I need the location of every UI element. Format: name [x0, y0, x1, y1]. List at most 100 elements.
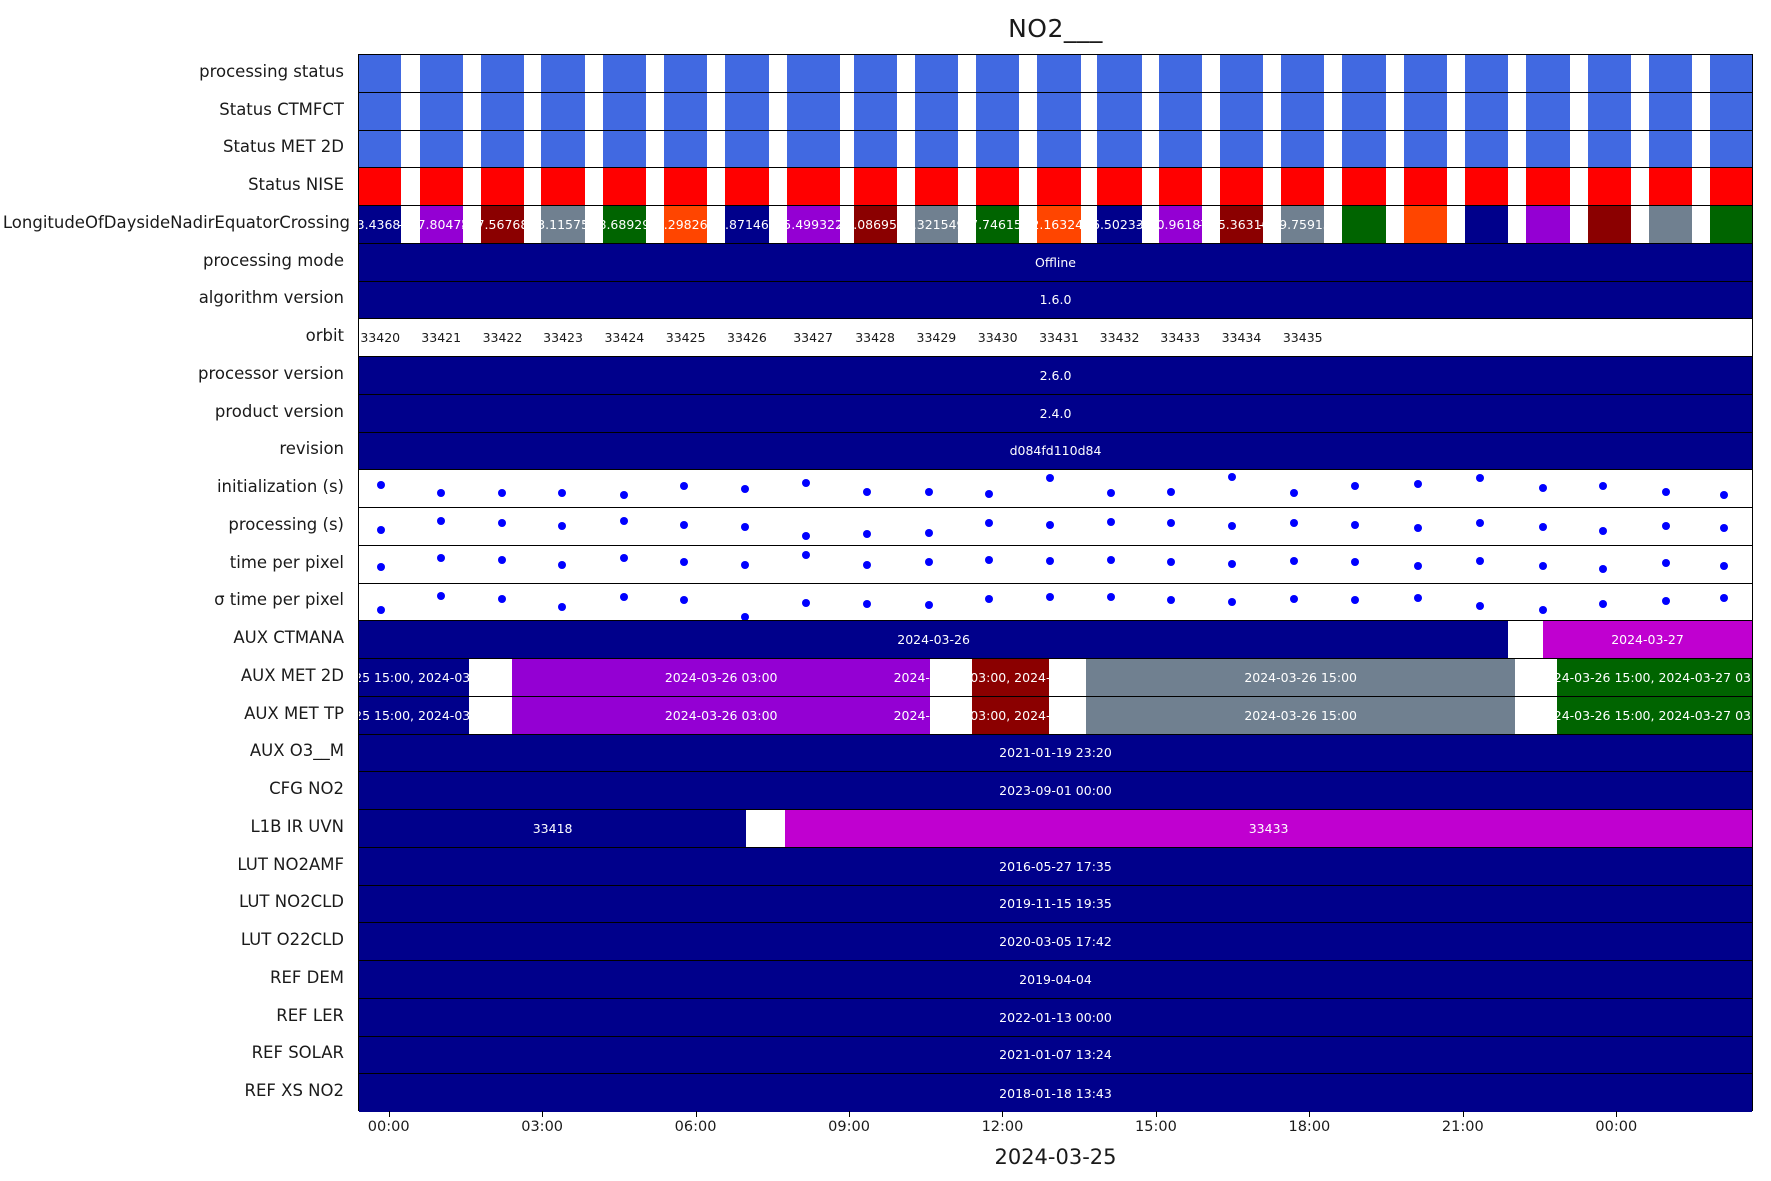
- row-aux-met-2d-label: AUX MET 2D: [240, 665, 344, 685]
- data-point: [1350, 481, 1359, 490]
- row-longitude-dayside-nadir-equator-crossing-segment-text: -125.3631005: [1197, 216, 1286, 232]
- data-point: [679, 596, 688, 605]
- row-ref-dem: 2019-04-04: [359, 961, 1752, 999]
- row-aux-met-2d: 2024-03-25 15:00, 2024-03-26 03:00 2024-0…: [359, 659, 1752, 697]
- data-point: [1045, 520, 1054, 529]
- row-ref-solar-segment: 2021-01-07 13:24: [359, 1036, 1752, 1074]
- row-processing-status-segment: [1587, 55, 1631, 92]
- row-aux-met-tp-segment-text: 2024-03-25 15:00, 2024-03-26 03:00: [359, 707, 531, 723]
- row-longitude-dayside-nadir-equator-crossing-segment: -149.7591577: [1259, 206, 1347, 243]
- row-ref-ler-segment-text: 2022-01-13 00:00: [999, 1009, 1112, 1025]
- row-longitude-dayside-nadir-equator-crossing-segment: 143.1157539: [521, 206, 605, 243]
- data-point: [437, 592, 446, 601]
- row-status-met-2d-segment: [419, 130, 463, 168]
- row-orbit-segment: 33432: [1097, 319, 1142, 356]
- row-longitude-dayside-nadir-equator-crossing-segment: -27.7461547: [958, 206, 1038, 243]
- row-status-met-2d-segment: [1158, 130, 1202, 168]
- row-orbit-segment-text: 33424: [604, 330, 645, 346]
- row-processing-status-segment: [1403, 55, 1447, 92]
- data-point: [619, 593, 628, 602]
- row-processing-status-segment: [602, 55, 646, 92]
- row-longitude-dayside-nadir-equator-crossing-segment-text: 143.1157539: [521, 216, 605, 232]
- x-axis: 2024-03-25 00:00 03:00 06:00 09:00 12:00 15:0…: [358, 1111, 1753, 1181]
- data-point: [1661, 559, 1670, 568]
- row-aux-met-2d-segment-text: 2024-03-25 15:00, 2024-03-26 03:00: [359, 669, 531, 685]
- row-status-nise-segment: [359, 168, 402, 205]
- row-status-met-2d-segment: [786, 130, 840, 168]
- data-point: [1350, 558, 1359, 567]
- row-aux-ctmana-segment-text: 2024-03-26: [897, 632, 970, 648]
- row-aux-ctmana-segment-text: 2024-03-27: [1611, 632, 1684, 648]
- data-point: [377, 480, 386, 489]
- data-point: [1167, 596, 1176, 605]
- row-status-ctmfct-segment: [1587, 92, 1631, 130]
- row-l1b-ir-uvn-label: L1B IR UVN: [250, 816, 344, 836]
- row-orbit-segment-text: 33433: [1160, 330, 1201, 346]
- row-aux-met-tp: 2024-03-25 15:00, 2024-03-26 03:00 2024-0…: [359, 696, 1752, 735]
- data-point: [802, 531, 811, 540]
- row-longitude-dayside-nadir-equator-crossing-segment: -76.5023376: [1080, 206, 1160, 243]
- row-aux-o3-m-segment-text: 2021-01-19 23:20: [999, 745, 1112, 761]
- row-longitude-dayside-nadir-equator-crossing-segment-text: 94.2982604: [647, 216, 724, 232]
- x-tick: [388, 1111, 390, 1117]
- row-orbit-segment: 33421: [419, 319, 463, 356]
- data-point: [1598, 599, 1607, 608]
- row-status-ctmfct: [359, 92, 1752, 131]
- row-product-version: 2.4.0: [359, 394, 1752, 433]
- row-processing-seconds: [359, 508, 1752, 546]
- x-tick: [695, 1111, 697, 1117]
- data-point: [1720, 490, 1729, 499]
- row-status-nise-segment: [786, 168, 840, 205]
- x-tick-label: 00:00: [1595, 1119, 1638, 1135]
- row-ref-solar: 2021-01-07 13:24: [359, 1036, 1752, 1075]
- row-status-met-2d-segment: [976, 130, 1020, 168]
- row-processing-mode-segment-text: Offline: [1034, 254, 1076, 270]
- row-aux-ctmana-label: AUX CTMANA: [233, 628, 344, 648]
- row-algorithm-version: 1.6.0: [359, 281, 1752, 320]
- row-processing-status-segment: [853, 55, 897, 92]
- row-lut-o22cld-label: LUT O22CLD: [240, 930, 344, 950]
- row-status-met-2d-segment: [1342, 130, 1386, 168]
- row-initialization-seconds: [359, 470, 1752, 508]
- data-point: [1413, 524, 1422, 533]
- row-longitude-dayside-nadir-equator-crossing-segment: [1465, 206, 1509, 243]
- data-point: [1167, 558, 1176, 567]
- data-point: [1539, 605, 1548, 614]
- row-ref-xs-no2-segment-text: 2018-01-18 13:43: [999, 1085, 1112, 1101]
- data-point: [802, 479, 811, 488]
- data-point: [984, 519, 993, 528]
- data-point: [1539, 483, 1548, 492]
- row-status-met-2d-segment: [1587, 130, 1631, 168]
- row-lut-o22cld-segment-text: 2020-03-05 17:42: [999, 934, 1112, 950]
- row-status-nise-segment: [1037, 168, 1081, 205]
- row-status-met-2d-segment: [725, 130, 769, 168]
- row-status-ctmfct-segment: [664, 92, 708, 130]
- row-status-met-2d-segment: [1097, 130, 1142, 168]
- data-point: [1720, 594, 1729, 603]
- row-processing-status-segment: [1158, 55, 1202, 92]
- row-cfg-no2: 2023-09-01 00:00: [359, 772, 1752, 810]
- row-aux-ctmana: 2024-03-26 2024-03-27: [359, 621, 1752, 659]
- data-point: [1228, 560, 1237, 569]
- row-longitude-dayside-nadir-equator-crossing-segment-text: -27.7461547: [957, 216, 1038, 232]
- row-longitude-dayside-nadir-equator-crossing-segment: -167.8047851: [397, 206, 485, 243]
- row-status-met-2d-segment: [602, 130, 646, 168]
- row-processing-mode-label: processing mode: [203, 250, 344, 270]
- data-point: [558, 522, 567, 531]
- data-point: [679, 558, 688, 567]
- row-longitude-dayside-nadir-equator-crossing-segment: [1403, 206, 1447, 243]
- row-longitude-dayside-nadir-equator-crossing-segment: 69.8714663: [709, 206, 785, 243]
- data-point: [619, 553, 628, 562]
- row-processor-version-label: processor version: [198, 363, 344, 383]
- row-orbit-segment: 33422: [480, 319, 525, 356]
- row-orbit-segment: 33429: [914, 319, 958, 356]
- row-status-ctmfct-segment: [1526, 92, 1570, 130]
- row-longitude-dayside-nadir-equator-crossing-segment: [1710, 206, 1752, 243]
- row-processing-status-segment: [914, 55, 958, 92]
- row-aux-o3-m: 2021-01-19 23:20: [359, 734, 1752, 773]
- row-longitude-dayside-nadir-equator-crossing-segment: -143.4368890: [359, 206, 424, 243]
- data-point: [1598, 564, 1607, 573]
- row-aux-met-tp-segment: 2024-03-26 03:00: [512, 696, 931, 734]
- row-orbit-segment: 33428: [853, 319, 897, 356]
- row-status-met-2d-segment: [1648, 130, 1693, 168]
